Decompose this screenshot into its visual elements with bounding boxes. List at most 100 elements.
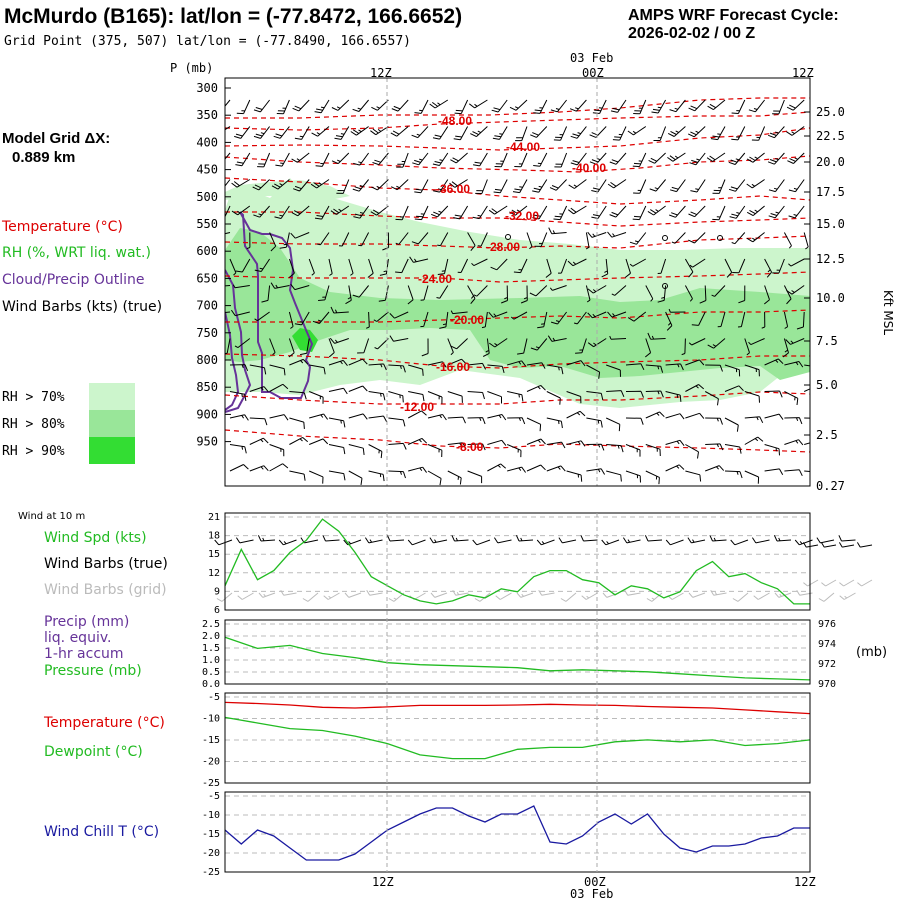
- wind-barb: [291, 205, 310, 217]
- wind-barb: [507, 360, 527, 367]
- wind-barb: [391, 99, 409, 112]
- wind-barb: [627, 126, 647, 136]
- wind-barb: [804, 442, 810, 445]
- panel-tick-label: -5: [208, 692, 220, 703]
- wind-barb: [512, 179, 528, 194]
- calm-circle: [717, 235, 723, 241]
- wind-speed-label: Wind Spd (kts): [44, 530, 147, 546]
- precip-liq-label: liq. equiv.: [44, 630, 111, 646]
- wind-barb: [338, 232, 350, 247]
- wind-barb: [396, 152, 409, 168]
- wind-barb: [293, 179, 310, 192]
- wind-barb: [625, 444, 641, 457]
- wind-barb: [705, 465, 725, 472]
- wind-barb: [487, 439, 507, 446]
- wind-barb: [624, 589, 641, 596]
- wind-barb: [493, 537, 512, 544]
- wind-barb: [668, 308, 686, 313]
- wind-barb: [746, 205, 765, 217]
- wind-barb: [253, 205, 270, 218]
- wind-barb: [665, 363, 684, 371]
- panel-right-tick-label: 976: [818, 619, 836, 630]
- wind-barb: [229, 464, 249, 472]
- height-tick-label: 5.0: [816, 378, 838, 392]
- wind-barb: [371, 99, 389, 111]
- model-grid-label: Model Grid ΔX:: [2, 130, 110, 147]
- wind-barb: [685, 384, 705, 392]
- wind-barb: [744, 364, 760, 377]
- wind-barb: [437, 232, 449, 247]
- wind-barb: [269, 444, 285, 457]
- wind-barb: [707, 99, 726, 111]
- wind-barb: [411, 126, 429, 139]
- wind-barb: [427, 414, 447, 421]
- height-tick-label: 25.0: [816, 105, 845, 119]
- isotherm-label: -8.00: [456, 440, 484, 454]
- wind-barb: [532, 179, 548, 193]
- wind-barb: [724, 444, 742, 454]
- bottom-tick-12z-b: 12Z: [794, 875, 816, 889]
- panel-tick-label: -15: [202, 735, 220, 746]
- height-tick-label: 7.5: [816, 334, 838, 348]
- wind-barb: [629, 258, 647, 267]
- wind-barb: [407, 410, 427, 419]
- wind-chill-panel-frame: [224, 791, 811, 873]
- wind-barb: [751, 537, 770, 544]
- wind-barb: [482, 338, 490, 357]
- wind-barbs-true-label: Wind Barbs (true): [44, 556, 168, 572]
- wind-barb: [560, 592, 577, 602]
- precip-accum-label: 1-hr accum: [44, 646, 124, 662]
- panel-tick-label: 2.0: [202, 631, 220, 642]
- wind-barb: [644, 338, 652, 358]
- wind-barb: [225, 311, 231, 314]
- wind-barb: [625, 417, 644, 425]
- wind-barb: [773, 535, 792, 542]
- wind-barb: [269, 414, 289, 421]
- wind-barb: [451, 535, 469, 542]
- wind-barb: [454, 99, 469, 115]
- wind-barb: [649, 179, 666, 192]
- wind-barb: [288, 311, 294, 329]
- wind-barb: [292, 99, 310, 112]
- wind-barb: [767, 152, 785, 165]
- wind-barb: [352, 179, 369, 192]
- wind-barb: [645, 411, 665, 419]
- wind-barb: [804, 470, 810, 473]
- wind-barb: [472, 205, 488, 220]
- model-grid-value: 0.889 km: [12, 149, 75, 166]
- cloud-outline-c: [225, 311, 240, 411]
- wind-barb: [395, 232, 409, 245]
- wind-barb: [669, 179, 686, 193]
- wind-barb: [237, 592, 254, 600]
- wind-barb: [225, 205, 231, 218]
- grid-point-subtitle: Grid Point (375, 507) lat/lon = (-77.849…: [4, 34, 411, 49]
- wind-barb: [685, 359, 705, 366]
- wind-barb: [625, 390, 644, 398]
- wind-barb: [684, 258, 694, 278]
- wind-barb: [253, 126, 270, 139]
- wind-barb: [388, 442, 407, 450]
- wind-barb: [764, 468, 784, 476]
- wind-barb: [783, 311, 789, 329]
- wind-barb: [803, 388, 810, 392]
- wind-chill-label: Wind Chill T (°C): [44, 824, 159, 840]
- panel-tick-label: 6: [214, 605, 220, 616]
- wind-barb: [546, 465, 566, 472]
- wind-barb: [487, 463, 507, 472]
- wind-barb: [724, 470, 743, 479]
- pressure-unit-label: (mb): [856, 645, 887, 660]
- wind-barb: [550, 99, 567, 113]
- wind-barb: [784, 361, 804, 368]
- wind-barb: [495, 592, 512, 600]
- wind-barb: [744, 416, 764, 424]
- forecast-cycle-value: 2026-02-02 / 00 Z: [628, 25, 755, 42]
- wind-barb: [433, 179, 449, 193]
- wind-barb: [804, 364, 810, 367]
- wind-barb: [586, 417, 603, 428]
- rh90-swatch: [89, 437, 135, 464]
- wind-barb: [447, 358, 467, 366]
- wind-barb: [685, 412, 705, 419]
- wind-barb: [488, 205, 508, 215]
- wind-barb: [389, 311, 409, 319]
- wind-barb: [235, 258, 251, 273]
